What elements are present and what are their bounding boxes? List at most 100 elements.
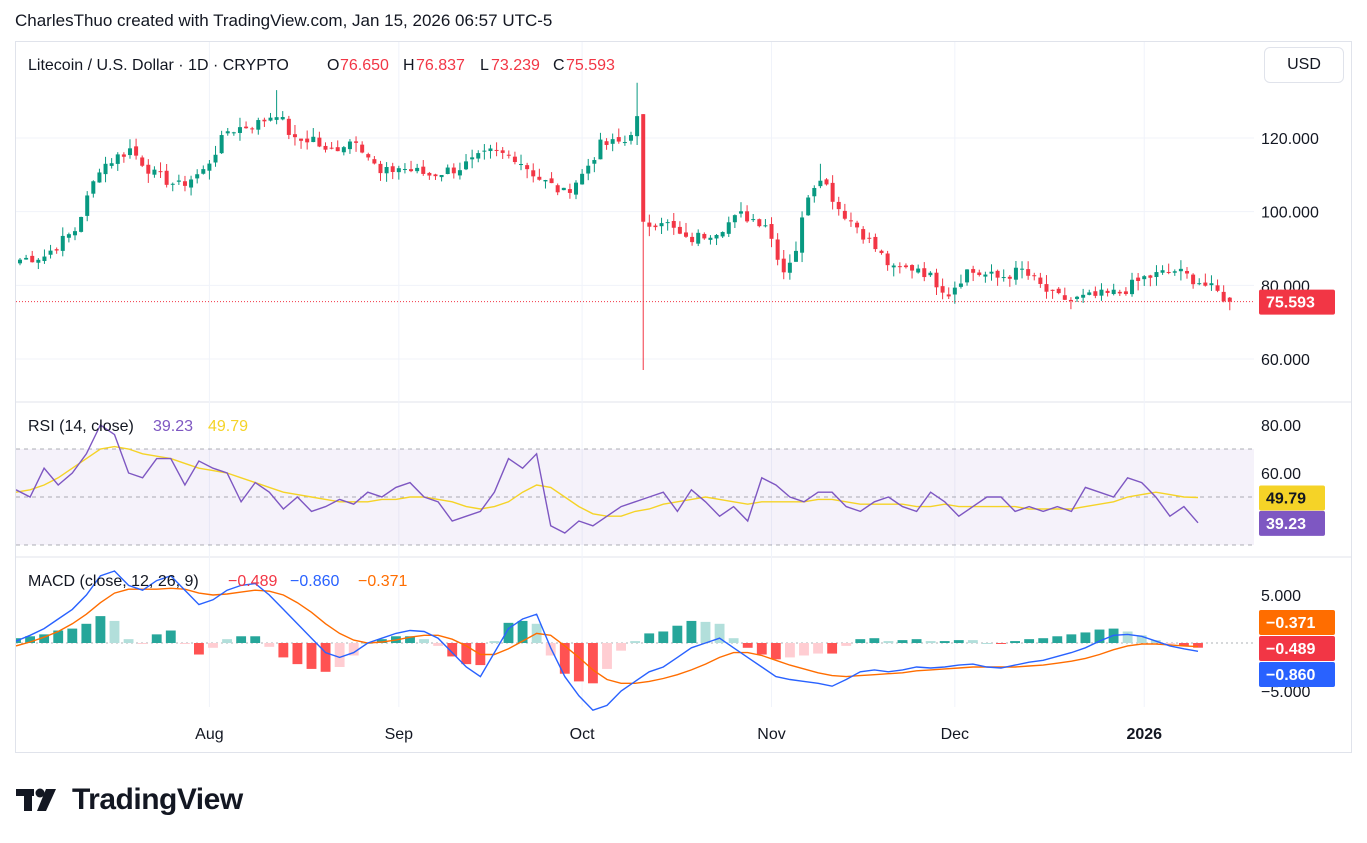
candle-body — [574, 182, 579, 195]
candle-body — [769, 224, 774, 239]
candle-body — [121, 154, 126, 157]
candle-body — [415, 167, 420, 172]
macd-histogram-bar — [292, 643, 303, 665]
candle-body — [1111, 289, 1116, 295]
macd-histogram-bar — [756, 643, 767, 655]
time-axis-tick: Nov — [757, 726, 785, 743]
candle-body — [341, 147, 346, 153]
currency-button[interactable]: USD — [1264, 47, 1344, 83]
macd-histogram-bar — [559, 643, 570, 674]
candle-body — [36, 259, 41, 263]
candle-body — [824, 179, 829, 185]
candle-body — [1203, 282, 1208, 286]
candle-body — [85, 195, 90, 216]
candle-body — [519, 164, 524, 166]
candle-body — [830, 182, 835, 202]
candle-body — [635, 116, 640, 137]
candle-body — [464, 161, 469, 170]
macd-histogram-bar — [137, 643, 148, 644]
macd-histogram-bar — [489, 641, 500, 643]
macd-histogram-bar — [81, 623, 92, 643]
candle-body — [946, 294, 951, 297]
candle-body — [1038, 277, 1043, 284]
candle-body — [763, 225, 768, 227]
open-value: 76.650 — [340, 57, 389, 74]
candle-body — [1209, 283, 1214, 286]
candle-body — [42, 256, 47, 261]
macd-signal-legend-value: −0.371 — [358, 573, 407, 590]
macd-histogram-bar — [658, 631, 669, 643]
macd-histogram-bar — [869, 638, 880, 643]
candle-body — [549, 178, 554, 184]
candle-body — [409, 169, 414, 172]
candle-body — [543, 180, 548, 182]
candle-body — [586, 165, 591, 174]
time-axis-tick: Dec — [941, 726, 969, 743]
macd-histogram-bar — [1136, 635, 1147, 643]
close-label: C — [553, 57, 565, 74]
candle-body — [378, 163, 383, 174]
candle-body — [659, 223, 664, 227]
candle-body — [305, 138, 310, 143]
rsi-value-label-bg — [1259, 510, 1325, 536]
macd-line — [16, 570, 1199, 712]
rsi-pane — [16, 423, 1254, 546]
candle-body — [335, 147, 340, 152]
chart-frame[interactable]: 120.000 100.000 80.000 60.000 Aug Sep Oct Nov De… — [15, 41, 1352, 753]
rsi-value-label: 39.23 — [1266, 516, 1306, 533]
candle-body — [158, 171, 163, 173]
rsi-ma-legend-value: 49.79 — [208, 418, 248, 435]
macd-histogram-bar — [1094, 629, 1105, 643]
candle-body — [848, 220, 853, 222]
macd-histogram-bar — [419, 639, 429, 643]
macd-histogram-bar — [1164, 643, 1175, 644]
candle-body — [616, 137, 621, 142]
candle-body — [1154, 272, 1159, 277]
candle-body — [940, 286, 945, 293]
time-axis-tick: Aug — [195, 726, 223, 743]
macd-histogram-bar — [827, 643, 838, 654]
candle-body — [1056, 288, 1061, 294]
macd-histogram-bar — [1066, 634, 1077, 643]
candle-body — [482, 150, 487, 152]
macd-histogram-bar — [1193, 643, 1203, 648]
candle-body — [170, 183, 175, 185]
candle-body — [24, 257, 29, 260]
candle-body — [421, 166, 426, 174]
tradingview-logo[interactable]: TradingView — [16, 783, 243, 817]
candle-body — [525, 165, 530, 170]
candle-body — [1068, 299, 1073, 301]
candle-body — [800, 217, 805, 253]
candle-body — [97, 172, 102, 183]
candle-body — [1197, 283, 1202, 285]
candle-body — [903, 265, 908, 268]
candle-body — [366, 154, 371, 158]
macd-histogram-bar — [25, 636, 35, 643]
candle-body — [213, 154, 218, 163]
candle-body — [280, 117, 285, 120]
candle-body — [152, 169, 157, 175]
macd-histogram-bar — [770, 643, 781, 660]
candle-body — [604, 141, 609, 145]
candle-body — [60, 235, 65, 251]
candle-body — [561, 187, 566, 191]
rsi-legend-label: RSI (14, close) — [28, 418, 134, 435]
candle-body — [842, 210, 847, 219]
macd-axis-tick: −5.000 — [1261, 684, 1310, 701]
macd-histogram-bar — [39, 634, 50, 643]
candle-body — [647, 222, 652, 227]
high-value: 76.837 — [416, 57, 465, 74]
candle-body — [531, 170, 536, 177]
tradingview-logo-text: TradingView — [72, 783, 243, 816]
candle-body — [225, 131, 230, 134]
macd-histogram-bar — [714, 623, 725, 643]
macd-histogram-bar — [433, 643, 444, 646]
macd-hist-legend-value: −0.489 — [228, 573, 277, 590]
candle-body — [66, 234, 71, 238]
candle-body — [176, 180, 181, 182]
candle-body — [274, 117, 279, 120]
candle-body — [1044, 284, 1049, 292]
candle-body — [720, 232, 725, 237]
macd-histogram-bar — [306, 643, 317, 669]
